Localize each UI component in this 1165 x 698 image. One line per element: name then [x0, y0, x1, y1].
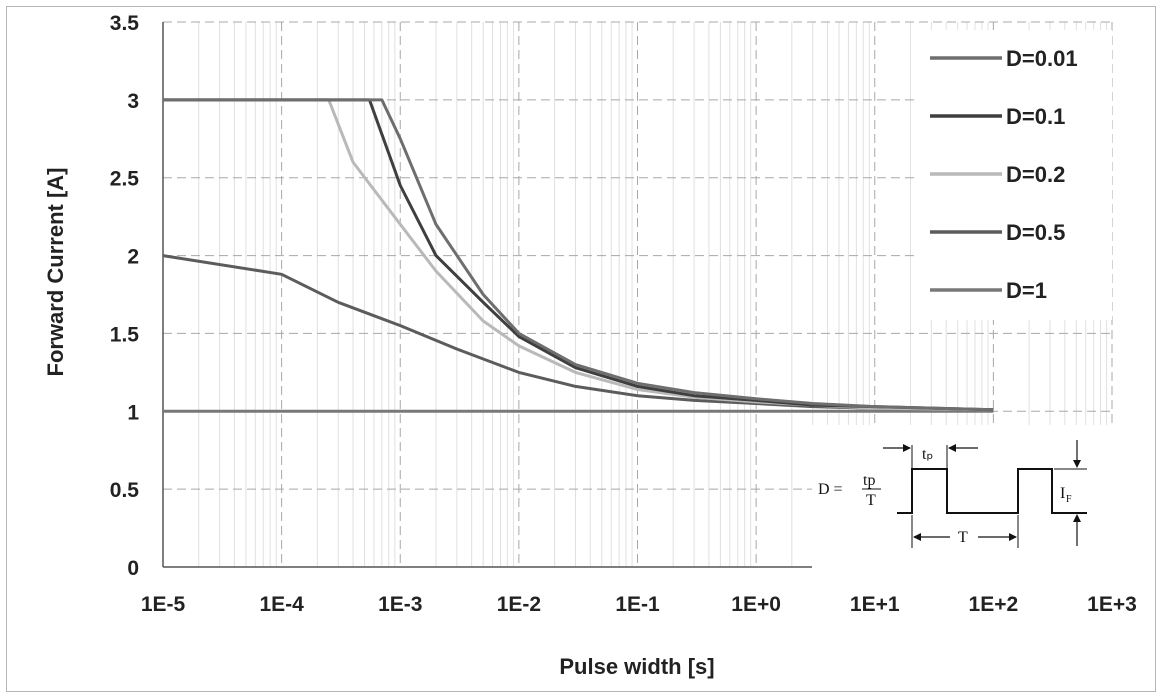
x-tick-label: 1E-5: [141, 593, 186, 616]
inset-pulse-waveform: [897, 468, 1087, 514]
y-tick-labels: 0 0.5 1 1.5 2 2.5 3 3.5: [110, 12, 140, 580]
y-tick-label: 3: [127, 90, 139, 113]
x-tick-label: 1E+1: [850, 593, 900, 616]
inset-T-arrow-right-head: [1009, 533, 1017, 541]
y-tick-label: 3.5: [110, 12, 140, 35]
inset-T-arrow-left-head: [913, 533, 921, 541]
x-tick-labels: 1E-5 1E-4 1E-3 1E-2 1E-1 1E+0 1E+1 1E+2 1E+3: [141, 593, 1137, 616]
inset-background: [812, 425, 1114, 573]
inset-label-IF-sub: F: [1066, 494, 1072, 505]
series-line-D=0.01: [163, 98, 994, 412]
legend-label: D=0.1: [1006, 104, 1065, 129]
inset-IF-arrow-bottom-head: [1073, 514, 1081, 522]
y-tick-label: 1.5: [110, 323, 140, 346]
y-axis-title: Forward Current [A]: [43, 168, 68, 377]
x-axis-title: Pulse width [s]: [559, 654, 714, 679]
y-tick-label: 1: [127, 401, 139, 424]
x-tick-label: 1E-4: [259, 593, 304, 616]
inset-IF-arrow-top-head: [1073, 460, 1081, 468]
legend-label: D=0.2: [1006, 162, 1065, 187]
inset-label-IF: I: [1060, 485, 1065, 502]
x-tick-label: 1E+0: [731, 593, 781, 616]
inset-tp-arrow-right-head: [948, 444, 956, 452]
legend-label: D=1: [1006, 278, 1047, 303]
legend-label: D=0.5: [1006, 220, 1065, 245]
inset-label-T: T: [958, 529, 968, 546]
inset-formula-lhs: D =: [818, 481, 843, 498]
inset-formula-numerator: tp: [863, 472, 875, 489]
x-tick-label: 1E-3: [378, 593, 422, 616]
x-tick-label: 1E-2: [497, 593, 541, 616]
pulse-diagram-inset: D = tp T tₚ T I F: [812, 425, 1114, 573]
series-lines: [162, 98, 994, 413]
legend-label: D=0.01: [1006, 46, 1078, 71]
y-tick-label: 0: [127, 557, 139, 580]
x-tick-label: 1E+3: [1087, 593, 1137, 616]
series-line-D=0.1: [163, 98, 994, 412]
y-tick-label: 2.5: [110, 168, 140, 191]
inset-tp-arrow-left-head: [903, 444, 911, 452]
x-tick-label: 1E-1: [615, 593, 660, 616]
x-tick-label: 1E+2: [969, 593, 1019, 616]
legend: D=0.01 D=0.1 D=0.2 D=0.5 D=1: [918, 30, 1112, 320]
y-tick-label: 0.5: [110, 479, 140, 502]
inset-label-tp: tₚ: [922, 446, 933, 463]
inset-formula-denominator: T: [866, 492, 876, 509]
y-tick-label: 2: [127, 246, 139, 269]
